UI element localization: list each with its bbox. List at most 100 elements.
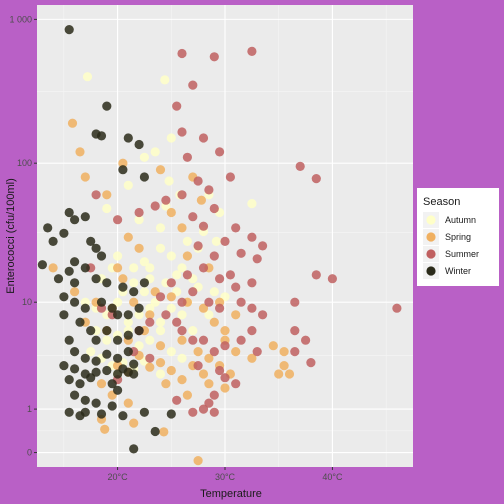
data-point-summer	[215, 303, 225, 313]
data-point-winter	[113, 353, 123, 363]
data-point-winter	[64, 407, 74, 417]
data-point-spring	[134, 243, 144, 253]
data-point-summer	[290, 297, 300, 307]
data-point-spring	[161, 379, 171, 389]
data-point-winter	[129, 287, 139, 297]
data-point-autumn	[123, 180, 133, 190]
data-point-spring	[198, 369, 209, 379]
data-point-spring	[155, 165, 166, 175]
data-point-spring	[155, 341, 166, 351]
data-point-summer	[209, 347, 219, 357]
data-point-winter	[118, 364, 128, 374]
data-point-winter	[123, 310, 133, 320]
data-point-autumn	[123, 317, 133, 327]
data-point-winter	[134, 326, 144, 336]
data-point-summer	[215, 274, 225, 284]
data-point-autumn	[164, 176, 174, 186]
data-point-summer	[209, 251, 219, 261]
data-point-winter	[102, 101, 112, 111]
data-point-autumn	[139, 257, 149, 267]
data-point-spring	[155, 358, 166, 368]
data-point-autumn	[134, 215, 144, 225]
data-point-autumn	[182, 236, 192, 246]
data-point-summer	[188, 212, 198, 222]
data-point-winter	[113, 310, 123, 320]
data-point-winter	[96, 251, 107, 261]
data-point-spring	[113, 263, 123, 273]
data-point-summer	[182, 270, 192, 280]
data-point-winter	[139, 407, 149, 417]
data-point-summer	[204, 185, 214, 195]
legend: Season Autumn Spring Summer Winter	[417, 188, 499, 286]
data-point-summer	[193, 176, 203, 186]
data-point-winter	[59, 310, 69, 320]
y-axis-title: Enterococci (cfu/100ml)	[5, 178, 17, 294]
data-point-summer	[209, 407, 219, 417]
data-point-winter	[134, 139, 144, 150]
data-point-summer	[145, 317, 155, 327]
data-point-spring	[102, 190, 112, 200]
data-point-summer	[204, 398, 214, 408]
data-point-winter	[59, 292, 69, 302]
data-point-spring	[220, 326, 230, 336]
data-point-winter	[86, 373, 96, 383]
data-point-winter	[118, 165, 128, 175]
data-point-winter	[86, 236, 96, 246]
data-point-spring	[123, 232, 133, 242]
data-point-summer	[182, 152, 192, 162]
data-point-summer	[231, 223, 241, 233]
data-point-summer	[209, 203, 219, 214]
data-point-spring	[198, 303, 209, 313]
data-point-winter	[64, 25, 74, 35]
data-point-summer	[161, 195, 171, 205]
data-point-summer	[220, 341, 230, 351]
data-point-autumn	[139, 287, 149, 297]
x-axis-ticks: 20°C 30°C 40°C	[108, 467, 343, 482]
data-point-summer	[236, 248, 246, 258]
data-point-winter	[59, 228, 69, 238]
data-point-summer	[198, 263, 209, 273]
y-tick-label: 1	[27, 404, 32, 414]
data-point-spring	[145, 362, 155, 372]
data-point-autumn	[129, 278, 139, 288]
data-point-summer	[258, 310, 268, 320]
data-point-spring	[182, 251, 192, 261]
data-point-spring	[279, 347, 289, 357]
data-point-spring	[284, 369, 295, 379]
data-point-spring	[247, 353, 257, 363]
data-point-winter	[70, 364, 80, 374]
data-point-summer	[290, 347, 300, 357]
data-point-summer	[177, 127, 187, 137]
data-point-autumn	[145, 335, 155, 345]
data-point-spring	[166, 207, 176, 218]
data-point-winter	[123, 330, 133, 340]
data-point-winter	[75, 379, 85, 389]
data-point-winter	[80, 353, 90, 363]
data-point-summer	[134, 207, 144, 218]
data-point-winter	[118, 411, 128, 421]
data-point-summer	[306, 358, 316, 368]
data-point-spring	[96, 379, 107, 389]
data-point-spring	[80, 172, 90, 182]
data-point-spring	[177, 375, 187, 385]
data-point-winter	[70, 297, 80, 307]
data-point-spring	[231, 310, 241, 320]
data-point-summer	[220, 373, 230, 383]
data-point-winter	[107, 303, 117, 313]
data-point-winter	[150, 426, 160, 437]
data-point-spring	[196, 195, 206, 205]
data-point-spring	[129, 297, 139, 307]
data-point-spring	[220, 383, 230, 393]
data-point-spring	[209, 317, 219, 327]
x-tick-label: 30°C	[215, 472, 236, 482]
data-point-autumn	[166, 347, 176, 357]
data-points	[37, 25, 402, 466]
data-point-summer	[193, 241, 203, 251]
y-axis-ticks: 0 1 10 100 1 000	[9, 14, 37, 458]
data-point-spring	[100, 424, 110, 434]
data-point-winter	[91, 335, 101, 345]
data-point-summer	[188, 287, 198, 297]
data-point-winter	[91, 398, 101, 408]
data-point-winter	[129, 444, 139, 454]
